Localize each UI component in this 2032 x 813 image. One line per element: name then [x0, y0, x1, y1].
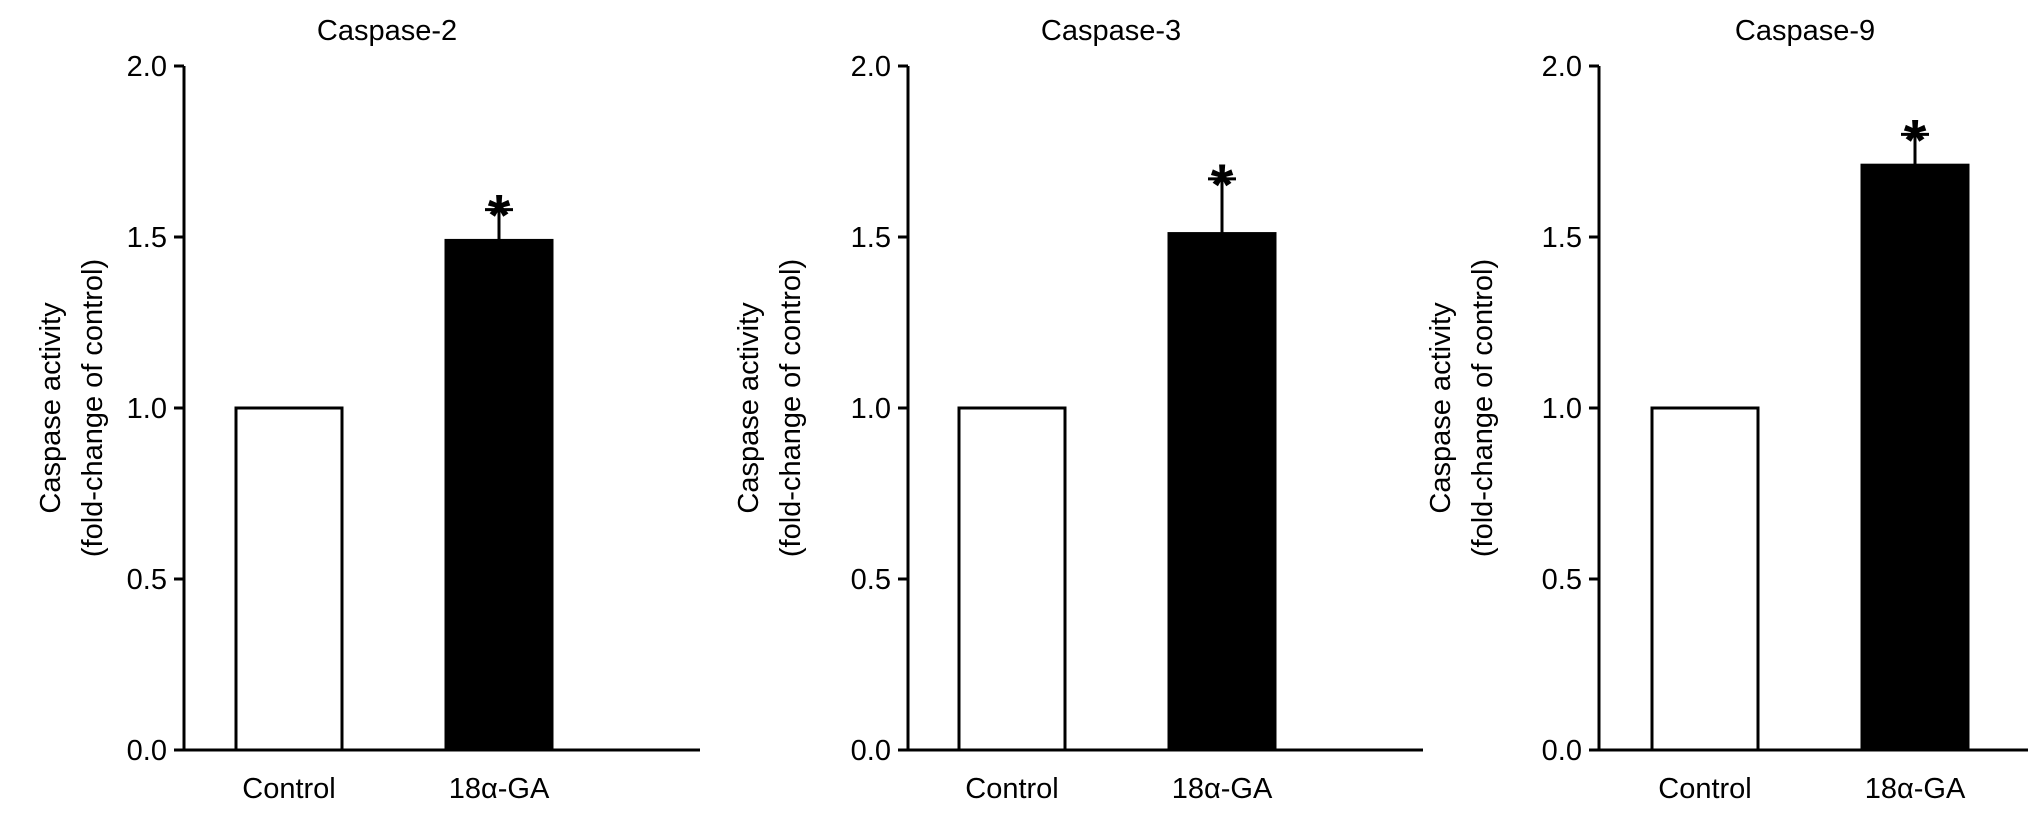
chart-title: Caspase-2 [317, 15, 457, 47]
x-tick-label: Control [1658, 773, 1752, 805]
y-axis-label: Caspase activity [733, 302, 765, 514]
y-tick-label: 1.0 [851, 393, 891, 425]
y-axis-label: (fold-change of control) [77, 259, 109, 557]
y-tick-label: 0.0 [127, 735, 167, 767]
x-tick-label: 18α-GA [1172, 773, 1273, 805]
x-tick-label: 18α-GA [1865, 773, 1966, 805]
y-tick-label: 1.5 [1542, 222, 1582, 254]
chart-panel-1: Caspase-2 Caspase activity (fold-change of… [35, 15, 700, 805]
bar-control [234, 406, 344, 752]
x-tick-label: 18α-GA [449, 773, 550, 805]
y-tick-label: 2.0 [127, 51, 167, 83]
bar-control [1650, 406, 1760, 752]
significance-marker: * [1211, 153, 1234, 218]
significance-marker: * [1904, 108, 1927, 173]
bar-treatment [1860, 163, 1970, 752]
bar-treatment [444, 238, 554, 752]
y-axis-label: (fold-change of control) [1467, 259, 1499, 557]
y-tick-label: 2.0 [851, 51, 891, 83]
y-tick-label: 0.5 [1542, 564, 1582, 596]
y-tick-label: 0.5 [127, 564, 167, 596]
y-tick-label: 2.0 [1542, 51, 1582, 83]
x-tick-label: Control [965, 773, 1059, 805]
y-tick-label: 0.0 [851, 735, 891, 767]
x-tick-label: Control [242, 773, 336, 805]
y-axis-label: Caspase activity [35, 302, 67, 514]
chart-panel-2: Caspase-3 Caspase activity (fold-change of… [733, 15, 1423, 805]
y-axis-label: Caspase activity [1425, 302, 1457, 514]
chart-title: Caspase-3 [1041, 15, 1181, 47]
y-tick-label: 0.0 [1542, 735, 1582, 767]
y-tick-label: 1.0 [1542, 393, 1582, 425]
y-tick-label: 1.0 [127, 393, 167, 425]
y-tick-label: 0.5 [851, 564, 891, 596]
y-axis-label: (fold-change of control) [775, 259, 807, 557]
bar-control [957, 406, 1067, 752]
y-tick-label: 1.5 [127, 222, 167, 254]
y-tick-label: 1.5 [851, 222, 891, 254]
chart-title: Caspase-9 [1735, 15, 1875, 47]
chart-panel-3: Caspase-9 Caspase activity (fold-change of… [1425, 15, 2028, 805]
bar-treatment [1167, 232, 1277, 752]
significance-marker: * [488, 184, 511, 249]
